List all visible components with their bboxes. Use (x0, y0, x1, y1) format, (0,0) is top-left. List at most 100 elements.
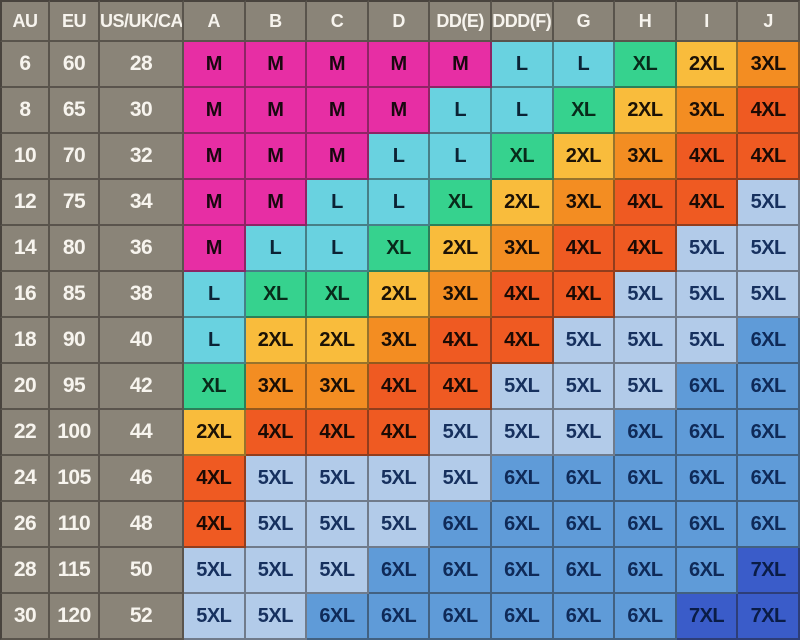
size-cell-cup-i: 4XL (676, 180, 739, 226)
au-band-cell: 28 (0, 548, 50, 594)
header-cell-au: AU (0, 0, 50, 42)
header-cell-ddd-f: DDD(F) (491, 0, 554, 42)
size-cell-cup-g: 6XL (553, 502, 616, 548)
au-band-cell: 22 (0, 410, 50, 456)
us-uk-ca-band-cell: 52 (100, 594, 184, 640)
us-uk-ca-band-cell: 38 (100, 272, 184, 318)
size-cell-cup-i: 6XL (676, 456, 739, 502)
size-cell-cup-g: L (553, 42, 616, 88)
size-cell-cup-b: 5XL (245, 456, 308, 502)
size-cell-cup-c: 5XL (307, 548, 369, 594)
table-row-au-18: 18 90 40 L 2XL 2XL 3XL 4XL 4XL 5XL 5XL 5XL 6XL (0, 318, 800, 364)
eu-band-cell: 70 (50, 134, 100, 180)
size-cell-cup-ddd-f: 3XL (491, 226, 554, 272)
size-cell-cup-h: 6XL (615, 594, 677, 640)
size-cell-cup-d: M (368, 88, 431, 134)
size-cell-cup-ddd-f: 6XL (491, 594, 554, 640)
size-cell-cup-i: 3XL (676, 88, 739, 134)
size-cell-cup-g: 2XL (553, 134, 616, 180)
size-cell-cup-i: 4XL (676, 134, 739, 180)
size-cell-cup-g: 6XL (553, 548, 616, 594)
size-cell-cup-c: L (307, 180, 369, 226)
size-cell-cup-a: L (184, 318, 246, 364)
size-cell-cup-h: 3XL (615, 134, 677, 180)
size-cell-cup-i: 6XL (676, 548, 739, 594)
size-cell-cup-dd-e: M (430, 42, 492, 88)
au-band-cell: 10 (0, 134, 50, 180)
size-cell-cup-dd-e: 6XL (430, 502, 492, 548)
header-cell-eu: EU (50, 0, 100, 42)
au-band-cell: 6 (0, 42, 50, 88)
size-cell-cup-h: 6XL (615, 502, 677, 548)
table-body: 6 60 28 M M M M M L L XL 2XL 3XL 8 65 30 M M M M L L XL 2XL 3XL 4… (0, 42, 800, 640)
size-cell-cup-dd-e: 6XL (430, 594, 492, 640)
size-cell-cup-a: M (184, 180, 246, 226)
au-band-cell: 12 (0, 180, 50, 226)
size-cell-cup-j: 7XL (738, 594, 800, 640)
size-cell-cup-c: 5XL (307, 502, 369, 548)
size-cell-cup-b: M (245, 42, 308, 88)
size-cell-cup-i: 6XL (676, 410, 739, 456)
header-cell-dd-e: DD(E) (430, 0, 492, 42)
table-row-au-24: 24 105 46 4XL 5XL 5XL 5XL 5XL 6XL 6XL 6XL 6XL 6XL (0, 456, 800, 502)
size-cell-cup-g: 5XL (553, 364, 616, 410)
size-cell-cup-a: M (184, 42, 246, 88)
size-cell-cup-g: 5XL (553, 318, 616, 364)
header-cell-us-uk-ca: US/UK/CA (100, 0, 184, 42)
size-cell-cup-g: 6XL (553, 594, 616, 640)
size-cell-cup-b: XL (245, 272, 308, 318)
au-band-cell: 20 (0, 364, 50, 410)
table-row-au-10: 10 70 32 M M M L L XL 2XL 3XL 4XL 4XL (0, 134, 800, 180)
size-cell-cup-d: L (368, 180, 431, 226)
table-row-au-26: 26 110 48 4XL 5XL 5XL 5XL 6XL 6XL 6XL 6XL 6XL 6XL (0, 502, 800, 548)
size-cell-cup-b: 5XL (245, 594, 308, 640)
size-cell-cup-j: 6XL (738, 364, 800, 410)
header-cell-j: J (738, 0, 800, 42)
size-cell-cup-d: 6XL (368, 548, 431, 594)
eu-band-cell: 85 (50, 272, 100, 318)
size-cell-cup-a: 4XL (184, 456, 246, 502)
size-cell-cup-ddd-f: L (491, 42, 554, 88)
table-row-au-28: 28 115 50 5XL 5XL 5XL 6XL 6XL 6XL 6XL 6XL 6XL 7XL (0, 548, 800, 594)
size-cell-cup-dd-e: 3XL (430, 272, 492, 318)
size-cell-cup-dd-e: 2XL (430, 226, 492, 272)
size-cell-cup-h: XL (615, 42, 677, 88)
header-cell-h: H (615, 0, 677, 42)
header-cell-d: D (368, 0, 431, 42)
us-uk-ca-band-cell: 44 (100, 410, 184, 456)
table-row-au-16: 16 85 38 L XL XL 2XL 3XL 4XL 4XL 5XL 5XL 5XL (0, 272, 800, 318)
size-cell-cup-b: 5XL (245, 548, 308, 594)
size-cell-cup-a: M (184, 226, 246, 272)
eu-band-cell: 90 (50, 318, 100, 364)
eu-band-cell: 110 (50, 502, 100, 548)
size-cell-cup-i: 6XL (676, 364, 739, 410)
size-cell-cup-b: M (245, 180, 308, 226)
size-cell-cup-j: 5XL (738, 180, 800, 226)
table-row-au-20: 20 95 42 XL 3XL 3XL 4XL 4XL 5XL 5XL 5XL 6XL 6XL (0, 364, 800, 410)
size-cell-cup-b: 2XL (245, 318, 308, 364)
size-cell-cup-j: 4XL (738, 88, 800, 134)
size-cell-cup-a: 5XL (184, 594, 246, 640)
size-cell-cup-i: 5XL (676, 318, 739, 364)
size-cell-cup-j: 5XL (738, 226, 800, 272)
size-cell-cup-c: 2XL (307, 318, 369, 364)
size-cell-cup-i: 7XL (676, 594, 739, 640)
size-cell-cup-a: XL (184, 364, 246, 410)
au-band-cell: 14 (0, 226, 50, 272)
size-cell-cup-d: M (368, 42, 431, 88)
size-cell-cup-g: 4XL (553, 272, 616, 318)
header-cell-g: G (553, 0, 616, 42)
eu-band-cell: 115 (50, 548, 100, 594)
au-band-cell: 24 (0, 456, 50, 502)
size-cell-cup-h: 5XL (615, 272, 677, 318)
eu-band-cell: 100 (50, 410, 100, 456)
size-cell-cup-a: 2XL (184, 410, 246, 456)
us-uk-ca-band-cell: 36 (100, 226, 184, 272)
size-cell-cup-c: 4XL (307, 410, 369, 456)
size-cell-cup-d: XL (368, 226, 431, 272)
size-cell-cup-j: 3XL (738, 42, 800, 88)
eu-band-cell: 75 (50, 180, 100, 226)
us-uk-ca-band-cell: 40 (100, 318, 184, 364)
size-cell-cup-c: M (307, 88, 369, 134)
